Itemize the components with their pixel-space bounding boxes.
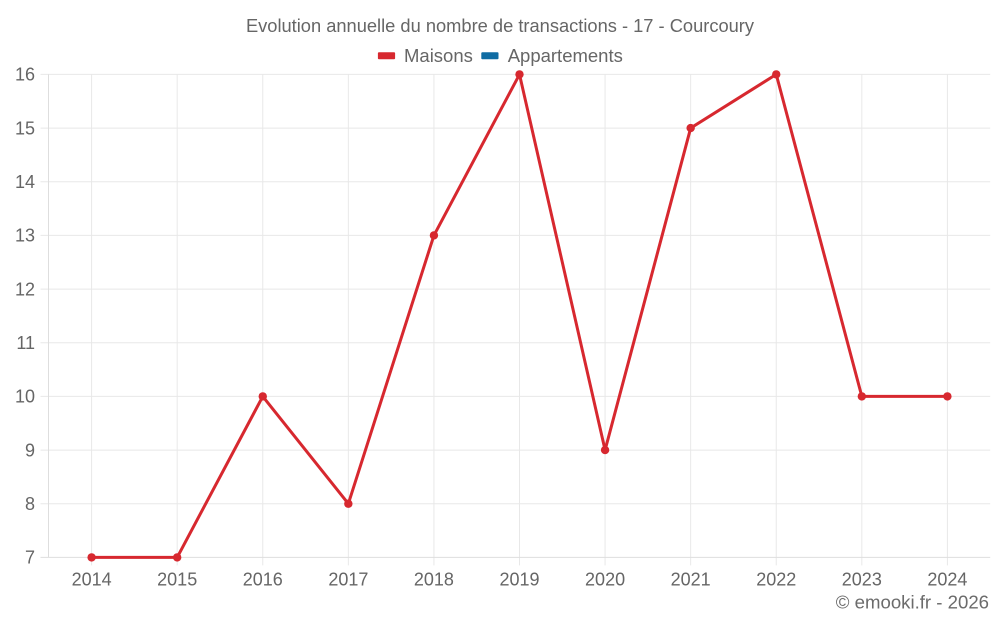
svg-text:Evolution annuelle du nombre d: Evolution annuelle du nombre de transact… bbox=[246, 15, 755, 36]
svg-text:2023: 2023 bbox=[842, 569, 882, 589]
svg-text:2020: 2020 bbox=[585, 569, 625, 589]
svg-text:10: 10 bbox=[15, 387, 35, 407]
svg-text:7: 7 bbox=[25, 548, 35, 568]
svg-text:9: 9 bbox=[25, 440, 35, 460]
svg-text:Maisons: Maisons bbox=[404, 45, 473, 66]
svg-text:© emooki.fr - 2026: © emooki.fr - 2026 bbox=[836, 592, 989, 613]
svg-text:12: 12 bbox=[15, 279, 35, 299]
svg-text:2021: 2021 bbox=[671, 569, 711, 589]
svg-text:2018: 2018 bbox=[414, 569, 454, 589]
svg-text:2014: 2014 bbox=[72, 569, 112, 589]
svg-text:2015: 2015 bbox=[157, 569, 197, 589]
svg-text:2024: 2024 bbox=[927, 569, 967, 589]
svg-text:2016: 2016 bbox=[243, 569, 283, 589]
svg-text:2022: 2022 bbox=[756, 569, 796, 589]
svg-text:8: 8 bbox=[25, 494, 35, 514]
svg-text:14: 14 bbox=[15, 172, 35, 192]
svg-text:2017: 2017 bbox=[328, 569, 368, 589]
svg-text:2019: 2019 bbox=[499, 569, 539, 589]
svg-text:13: 13 bbox=[15, 226, 35, 246]
svg-text:Appartements: Appartements bbox=[508, 45, 623, 66]
svg-text:16: 16 bbox=[15, 65, 35, 85]
svg-text:15: 15 bbox=[15, 118, 35, 138]
svg-text:11: 11 bbox=[16, 333, 35, 353]
